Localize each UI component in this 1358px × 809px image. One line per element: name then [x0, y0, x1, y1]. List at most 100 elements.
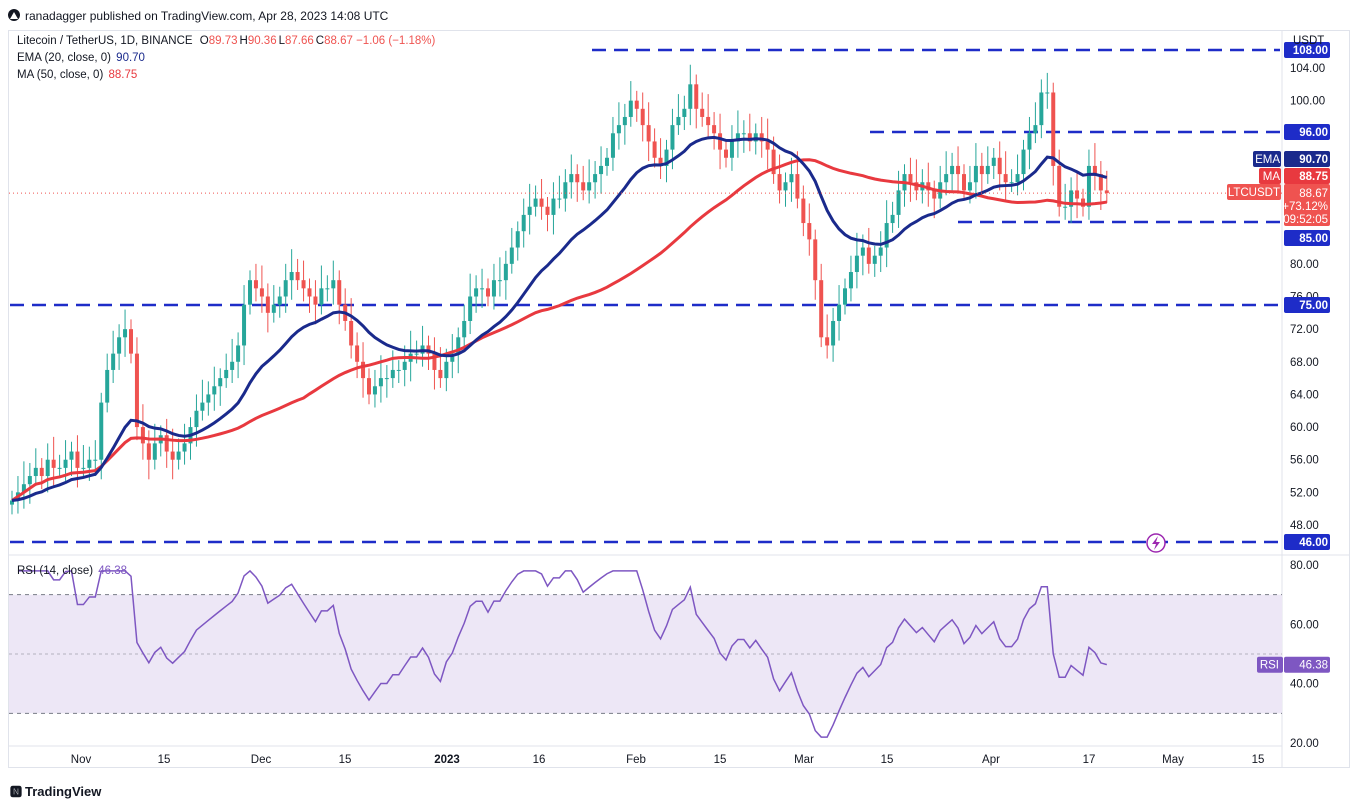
- candle-body: [444, 361, 449, 379]
- candle-body: [105, 369, 110, 403]
- candle-body: [991, 157, 996, 166]
- legend-rsi-value: 46.38: [98, 565, 128, 577]
- candle-body: [712, 125, 717, 134]
- ma-50-line: [11, 158, 1108, 502]
- candle-body: [486, 288, 490, 297]
- ema-20-line: [11, 135, 1108, 503]
- x-tick-label: May: [1162, 754, 1184, 766]
- rsi-tick-label: 80.00: [1290, 560, 1319, 572]
- candle-body: [837, 304, 842, 321]
- candle-body: [545, 206, 550, 215]
- candle-body: [313, 296, 318, 305]
- candle-body: [1075, 190, 1080, 199]
- candle-body: [10, 500, 14, 505]
- publisher-avatar-icon: [8, 9, 20, 21]
- x-tick-label: Apr: [982, 754, 1000, 766]
- candle-body: [468, 296, 473, 321]
- rsi-line: [17, 569, 1108, 738]
- candle-body: [1104, 190, 1109, 194]
- y-tick-label: 64.00: [1290, 389, 1319, 401]
- candle-body: [325, 288, 330, 290]
- symbol-tag-bg: [1227, 184, 1281, 200]
- candle-body: [795, 174, 800, 199]
- rsi-tick-label: 20.00: [1290, 738, 1319, 750]
- candle-body: [432, 353, 437, 370]
- legend-ohlc-c: C88.67: [315, 35, 353, 47]
- x-tick-label: 16: [533, 754, 546, 766]
- candle-body: [81, 467, 86, 469]
- candle-body: [843, 288, 847, 305]
- candle-body: [616, 125, 621, 134]
- candle-body: [1045, 92, 1050, 94]
- candle-body: [259, 288, 264, 297]
- candle-body: [581, 182, 586, 191]
- candle-body: [878, 247, 883, 256]
- last-price-text: 09:52:05: [1283, 214, 1328, 226]
- candle-body: [123, 329, 128, 338]
- candle-body: [170, 451, 175, 460]
- candle-body: [777, 174, 782, 191]
- legend-ema-value: 90.70: [116, 52, 145, 64]
- candle-body: [361, 361, 366, 379]
- candle-body: [622, 116, 627, 126]
- candle-body: [569, 174, 574, 183]
- legend-rsi-row: RSI (14, close) 46.38: [17, 565, 127, 577]
- candle-body: [1051, 92, 1056, 166]
- candle-body: [664, 149, 669, 166]
- candle-body: [93, 459, 98, 461]
- candle-body: [587, 182, 592, 191]
- candle-body: [896, 190, 901, 215]
- tradingview-brand[interactable]: 🅽 TradingView: [10, 783, 101, 800]
- x-tick-label: Dec: [251, 754, 272, 766]
- candle-body: [676, 116, 681, 126]
- candle-body: [700, 108, 705, 117]
- candle-body: [39, 467, 44, 477]
- candle-body: [367, 378, 371, 395]
- candle-body: [997, 157, 1002, 175]
- y-tick-label: 104.00: [1290, 63, 1325, 75]
- candle-body: [551, 198, 556, 215]
- ma-price-marker: 88.75: [1299, 171, 1328, 183]
- candle-body: [1027, 133, 1032, 150]
- candle-body: [242, 304, 247, 346]
- candle-body: [944, 174, 949, 183]
- candle-body: [694, 84, 699, 109]
- candle-body: [277, 296, 282, 305]
- candle-body: [801, 198, 806, 224]
- candle-body: [271, 304, 276, 313]
- candle-body: [640, 108, 645, 126]
- candle-body: [956, 165, 961, 175]
- y-tick-label: 48.00: [1290, 520, 1319, 532]
- level-46-marker-bg: [1284, 534, 1330, 550]
- legend-ohlc: O89.73 H90.36 L87.66 C88.67: [196, 35, 353, 47]
- currency-label: USDT: [1293, 35, 1324, 47]
- candle-body: [872, 255, 877, 264]
- candle-body: [813, 239, 818, 281]
- candle-body: [194, 410, 199, 428]
- candle-body: [646, 125, 651, 142]
- candle-body: [491, 280, 496, 297]
- candle-body: [230, 361, 235, 370]
- level-75-marker-bg: [1284, 297, 1330, 313]
- last-price-text: 88.67: [1299, 188, 1328, 200]
- candle-body: [45, 459, 50, 477]
- candle-body: [1003, 174, 1008, 183]
- candle-body: [378, 378, 383, 387]
- ema-price-marker: 90.70: [1299, 154, 1328, 166]
- level-105-marker-bg: [1284, 42, 1330, 58]
- candle-body: [729, 141, 734, 158]
- candle-body: [21, 484, 26, 493]
- candle-body: [593, 174, 598, 183]
- rsi-value-marker-bg: [1284, 656, 1330, 673]
- candle-body: [503, 263, 508, 281]
- candle-body: [967, 182, 972, 191]
- x-tick-label: Nov: [71, 754, 92, 766]
- candle-body: [390, 369, 395, 379]
- candle-body: [979, 165, 984, 175]
- candle-body: [289, 272, 294, 281]
- legend-ohlc-l: L87.66: [278, 35, 314, 47]
- x-tick-label: 15: [1252, 754, 1265, 766]
- candle-body: [1086, 165, 1091, 207]
- candle-body: [218, 378, 223, 387]
